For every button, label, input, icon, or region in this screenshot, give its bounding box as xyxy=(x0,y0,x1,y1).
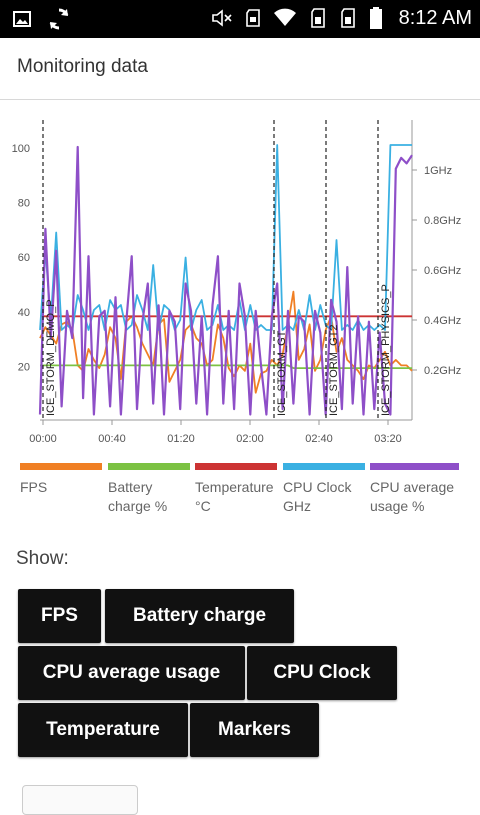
y-right-tick-label: 0.8GHz xyxy=(424,215,461,227)
y-right-tick-label: 0.4GHz xyxy=(424,315,461,327)
toggle-fps-button[interactable]: FPS xyxy=(18,589,101,643)
legend-label-temperature: Temperature °C xyxy=(195,479,274,514)
sd-icon xyxy=(245,9,260,27)
x-tick-label: 01:20 xyxy=(167,433,195,445)
legend-label-fps: FPS xyxy=(20,479,48,495)
legend-item-cpu-usage: CPU average usage % xyxy=(370,463,462,516)
legend-swatch-cpu-clock xyxy=(283,463,365,470)
chart-svg: 100 80 60 40 20 1GHz 0.8GHz 0.6GHz 0.4GHz 0.2GHz 0… xyxy=(12,120,461,445)
wifi-icon xyxy=(273,8,296,26)
y-left-tick-label: 40 xyxy=(18,307,30,319)
toggle-cpu-usage-button[interactable]: CPU average usage xyxy=(18,646,245,700)
toggle-battery-button[interactable]: Battery charge xyxy=(105,589,294,643)
sync-icon xyxy=(49,8,69,30)
legend-item-cpu-clock: CPU Clock GHz xyxy=(283,463,365,516)
x-tick-label: 00:40 xyxy=(98,433,126,445)
x-tick-label: 02:00 xyxy=(236,433,264,445)
mute-icon xyxy=(211,9,232,27)
y-right-tick-label: 1GHz xyxy=(424,165,452,177)
series-line-3 xyxy=(39,144,412,331)
x-tick-label: 03:20 xyxy=(374,433,402,445)
y-right-tick-label: 0.2GHz xyxy=(424,365,461,377)
legend-swatch-temperature xyxy=(195,463,277,470)
legend-item-fps: FPS xyxy=(20,463,102,497)
battery-icon xyxy=(369,7,382,29)
image-icon xyxy=(13,11,31,27)
legend-label-battery: Battery charge % xyxy=(108,479,168,514)
legend-swatch-fps xyxy=(20,463,102,470)
y-left-tick-label: 100 xyxy=(12,143,30,155)
legend-swatch-battery xyxy=(108,463,190,470)
legend-item-temperature: Temperature °C xyxy=(195,463,283,516)
clock: 8:12 AM xyxy=(398,6,472,29)
chart-legend: FPS Battery charge % Temperature °C CPU … xyxy=(0,463,480,523)
sim1-icon xyxy=(310,8,325,28)
status-bar: 8:12 AM xyxy=(0,0,480,38)
legend-swatch-cpu-usage xyxy=(370,463,459,470)
page-header: Monitoring data xyxy=(0,38,480,100)
partial-button[interactable] xyxy=(22,785,138,815)
y-left-tick-label: 20 xyxy=(18,361,30,373)
monitoring-chart: 100 80 60 40 20 1GHz 0.8GHz 0.6GHz 0.4GHz 0.2GHz 0… xyxy=(0,112,480,452)
sim2-icon xyxy=(340,8,355,28)
marker-label: ICE_STORM_GT xyxy=(276,330,288,416)
page-title: Monitoring data xyxy=(17,56,148,77)
legend-item-battery: Battery charge % xyxy=(108,463,190,516)
marker-label: ICE_STORM_DEMO_P xyxy=(45,299,57,416)
toggle-markers-button[interactable]: Markers xyxy=(190,703,319,757)
marker-label: ICE_STORM_GT2 xyxy=(328,325,340,417)
y-left-tick-label: 80 xyxy=(18,198,30,210)
y-right-tick-label: 0.6GHz xyxy=(424,265,461,277)
show-label: Show: xyxy=(16,548,69,569)
legend-label-cpu-clock: CPU Clock GHz xyxy=(283,479,352,514)
series-line-4 xyxy=(38,145,413,416)
x-tick-label: 00:00 xyxy=(29,433,57,445)
x-tick-label: 02:40 xyxy=(305,433,333,445)
y-left-tick-label: 60 xyxy=(18,252,30,264)
legend-label-cpu-usage: CPU average usage % xyxy=(370,479,455,514)
marker-label: ICE_STORM_PHYSICS_P xyxy=(380,284,392,416)
toggle-temperature-button[interactable]: Temperature xyxy=(18,703,188,757)
toggle-cpu-clock-button[interactable]: CPU Clock xyxy=(247,646,397,700)
